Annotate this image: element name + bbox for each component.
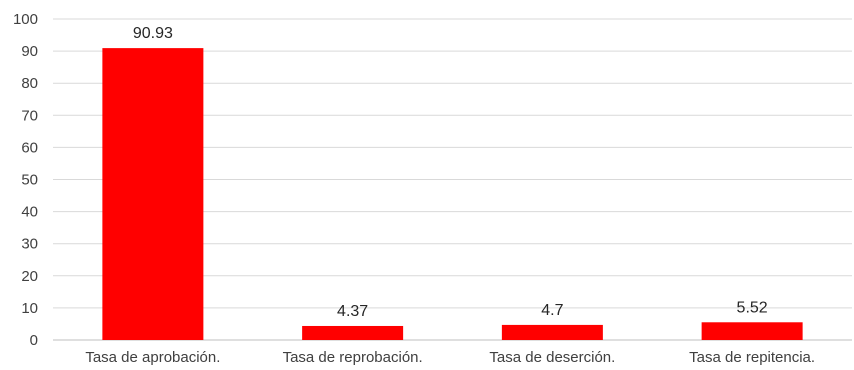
bars: [102, 48, 803, 341]
bar-4: [701, 322, 803, 340]
y-tick-label: 90: [21, 43, 38, 60]
y-axis-ticks: 0 10 20 30 40 50 60 70 80 90 100: [13, 11, 38, 349]
data-label-1: 90.93: [133, 25, 173, 42]
y-tick-label: 30: [21, 236, 38, 253]
y-tick-label: 100: [13, 11, 38, 28]
data-label-4: 5.52: [737, 299, 768, 316]
y-tick-label: 50: [21, 172, 38, 189]
y-tick-label: 80: [21, 75, 38, 92]
x-category-label: Tasa de repitencia.: [689, 349, 815, 366]
x-axis-categories: Tasa de aprobación. Tasa de reprobación. T…: [85, 349, 815, 366]
bar-1: [102, 48, 204, 341]
y-tick-label: 20: [21, 268, 38, 285]
x-category-label: Tasa de aprobación.: [85, 349, 220, 366]
bar-3: [501, 324, 603, 340]
x-category-label: Tasa de reprobación.: [283, 349, 423, 366]
y-tick-label: 10: [21, 300, 38, 317]
bar-2: [302, 325, 404, 340]
data-label-2: 4.37: [337, 303, 368, 320]
y-tick-label: 40: [21, 204, 38, 221]
y-tick-label: 60: [21, 139, 38, 156]
data-label-3: 4.7: [541, 302, 563, 319]
y-tick-label: 70: [21, 107, 38, 124]
x-category-label: Tasa de deserción.: [489, 349, 615, 366]
data-labels: 90.93 4.37 4.7 5.52: [133, 25, 768, 320]
y-tick-label: 0: [30, 332, 38, 349]
